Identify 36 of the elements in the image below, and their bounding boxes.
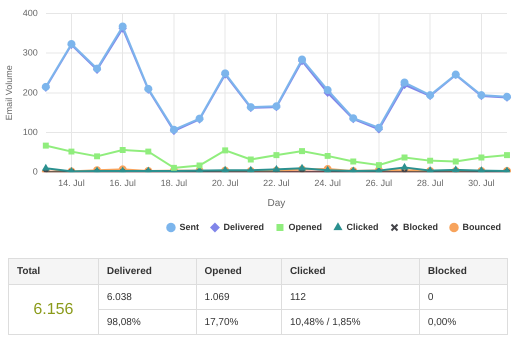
y-axis-title: Email Volume <box>4 65 14 120</box>
y-tick-label: 0 <box>32 166 38 177</box>
x-tick-label: 24. Jul <box>314 178 341 188</box>
text: Blocked <box>419 258 508 284</box>
text: Clicked <box>281 258 420 284</box>
x-tick-label: 14. Jul <box>58 178 85 188</box>
legend-label: Sent <box>179 222 199 232</box>
text: 6.038 <box>98 284 196 310</box>
text: 10,48% / 1,85% <box>281 310 420 334</box>
x-tick-label: 28. Jul <box>416 178 444 188</box>
text: 17,70% <box>196 310 282 334</box>
text: Total <box>8 258 98 284</box>
legend-label: Bounced <box>462 222 502 232</box>
x-tick-label: 20. Jul <box>212 178 238 188</box>
x-axis-title: Day <box>268 198 286 209</box>
y-tick-label: 300 <box>22 48 38 58</box>
text: Delivered <box>98 258 196 284</box>
text: 6.156 <box>8 284 98 334</box>
x-tick-label: 18. Jul <box>160 178 188 188</box>
x-tick-label: 26. Jul <box>366 178 392 188</box>
legend-label: Opened <box>288 222 322 232</box>
y-tick-label: 100 <box>22 126 38 137</box>
text: 98,08% <box>98 310 196 334</box>
text: Opened <box>196 258 282 284</box>
x-tick-label: 30. Jul <box>468 178 495 188</box>
y-tick-label: 400 <box>22 8 38 18</box>
legend-label: Blocked <box>402 222 438 232</box>
x-tick-label: 16. Jul <box>109 178 136 188</box>
text: 0,00% <box>419 310 508 334</box>
legend-label: Delivered <box>223 222 264 232</box>
text: 1.069 <box>196 284 282 310</box>
text: 0 <box>419 284 508 310</box>
text: 112 <box>281 284 420 310</box>
y-tick-label: 200 <box>22 87 38 98</box>
x-tick-label: 22. Jul <box>263 178 290 188</box>
legend-label: Clicked <box>346 222 378 232</box>
